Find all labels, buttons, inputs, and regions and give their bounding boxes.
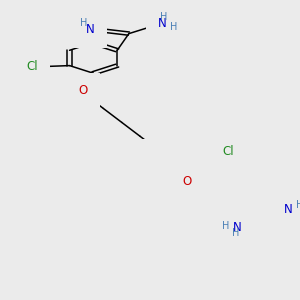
Text: Cl: Cl (26, 60, 38, 73)
Text: Cl: Cl (223, 145, 234, 158)
Text: H: H (232, 228, 239, 238)
Text: O: O (79, 84, 88, 98)
Text: N: N (284, 203, 292, 216)
Text: N: N (158, 17, 167, 30)
Text: N: N (233, 221, 242, 234)
Text: H: H (160, 12, 168, 22)
Text: O: O (182, 175, 191, 188)
Text: H: H (80, 18, 88, 28)
Text: N: N (86, 23, 95, 36)
Text: H: H (170, 22, 178, 32)
Text: H: H (296, 200, 300, 210)
Text: H: H (222, 220, 229, 230)
